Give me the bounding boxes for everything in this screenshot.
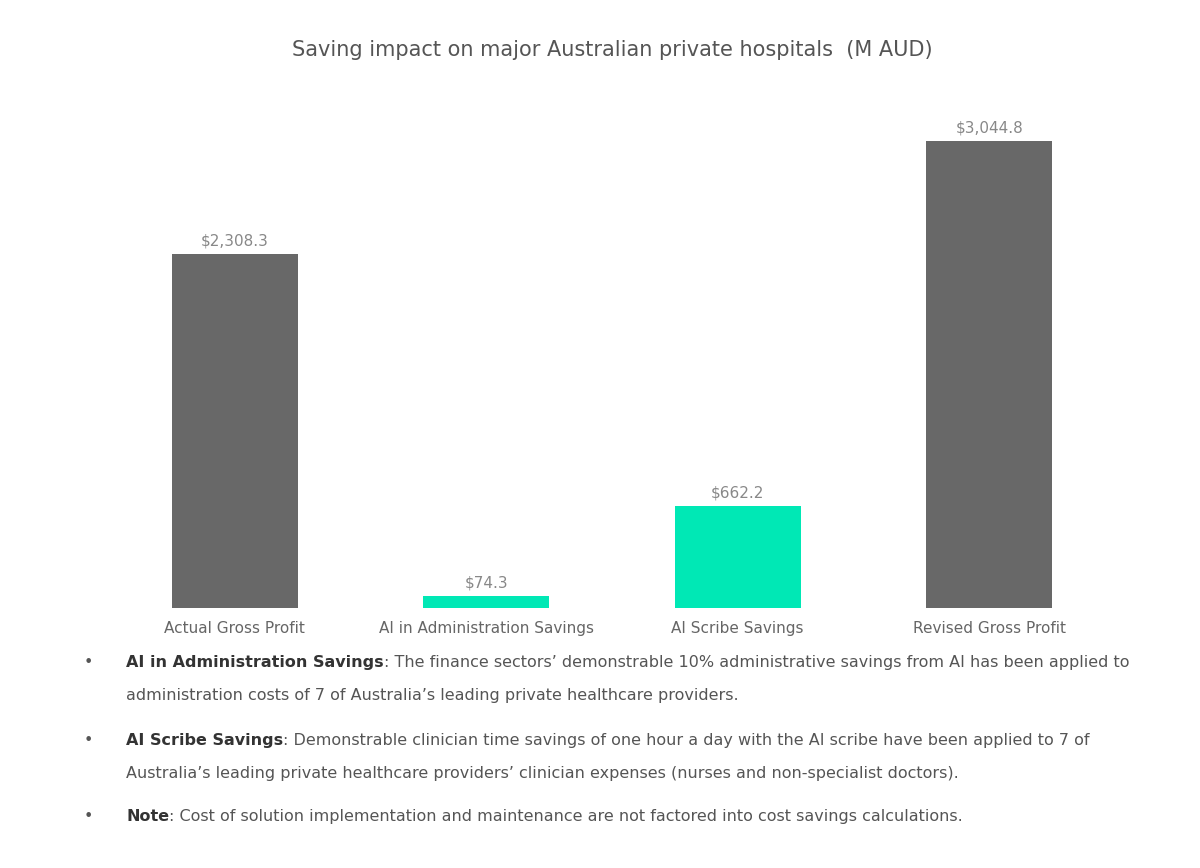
Bar bbox=[172, 254, 298, 608]
Bar bbox=[424, 596, 550, 608]
Title: Saving impact on major Australian private hospitals  (M AUD): Saving impact on major Australian privat… bbox=[292, 40, 932, 60]
Text: $2,308.3: $2,308.3 bbox=[200, 233, 269, 248]
Text: $74.3: $74.3 bbox=[464, 575, 508, 591]
Text: •: • bbox=[84, 733, 94, 748]
Text: •: • bbox=[84, 809, 94, 824]
Text: : Cost of solution implementation and maintenance are not factored into cost sav: : Cost of solution implementation and ma… bbox=[169, 809, 962, 824]
Text: : The finance sectors’ demonstrable 10% administrative savings from AI has been : : The finance sectors’ demonstrable 10% … bbox=[384, 655, 1129, 670]
Text: •: • bbox=[84, 655, 94, 670]
Text: AI Scribe Savings: AI Scribe Savings bbox=[126, 733, 283, 748]
Text: Note: Note bbox=[126, 809, 169, 824]
Text: : Demonstrable clinician time savings of one hour a day with the AI scribe have : : Demonstrable clinician time savings of… bbox=[283, 733, 1090, 748]
Text: AI in Administration Savings: AI in Administration Savings bbox=[126, 655, 384, 670]
Bar bbox=[926, 141, 1052, 608]
Text: $3,044.8: $3,044.8 bbox=[955, 121, 1024, 136]
Bar bbox=[674, 506, 800, 608]
Text: administration costs of 7 of Australia’s leading private healthcare providers.: administration costs of 7 of Australia’s… bbox=[126, 688, 739, 703]
Text: $662.2: $662.2 bbox=[712, 486, 764, 501]
Text: Australia’s leading private healthcare providers’ clinician expenses (nurses and: Australia’s leading private healthcare p… bbox=[126, 766, 959, 781]
